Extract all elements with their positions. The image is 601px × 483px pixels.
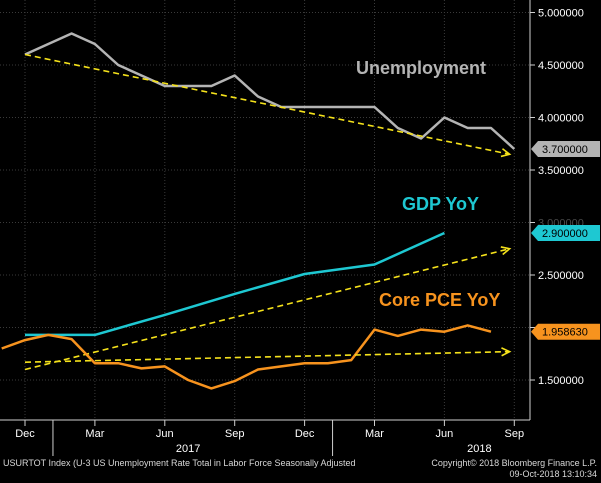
y-tick-label: 4.500000 bbox=[538, 60, 584, 72]
y-tick-label: 2.500000 bbox=[538, 270, 584, 282]
x-tick-label: Dec bbox=[15, 428, 35, 440]
core-pce-yoy-value-tag: 1.958630 bbox=[531, 323, 600, 340]
source-note: USURTOT Index (U-3 US Unemployment Rate … bbox=[3, 458, 356, 468]
x-tick-label: Jun bbox=[436, 428, 454, 440]
gdp-yoy-value-tag-text: 2.900000 bbox=[542, 228, 588, 240]
unemployment-value-tag-bg bbox=[531, 141, 600, 157]
gdp-yoy-line bbox=[25, 231, 445, 337]
timestamp-text: 09-Oct-2018 13:10:34 bbox=[509, 469, 597, 479]
y-tick-label: 3.500000 bbox=[538, 165, 584, 177]
unemployment-value-tag-text: 3.700000 bbox=[542, 144, 588, 156]
plot-area bbox=[0, 0, 530, 420]
x-tick-label: Mar bbox=[365, 428, 384, 440]
x-tick-label: Mar bbox=[85, 428, 104, 440]
x-tick-label: Sep bbox=[225, 428, 245, 440]
x-year-label: 2017 bbox=[176, 443, 200, 455]
unemployment-line bbox=[24, 32, 516, 150]
core-pce-yoy-trend-arrow bbox=[501, 347, 512, 357]
gdp-yoy-value-tag-bg bbox=[531, 225, 600, 241]
x-year-label: 2018 bbox=[467, 443, 491, 455]
y-tick-label: 1.500000 bbox=[538, 375, 584, 387]
core-pce-yoy-value-tag-text: 1.958630 bbox=[542, 327, 588, 339]
copyright-note: Copyright© 2018 Bloomberg Finance L.P. 0… bbox=[431, 458, 597, 480]
gdp-yoy-label: GDP YoY bbox=[402, 194, 479, 214]
core-pce-yoy-trendline bbox=[24, 350, 510, 363]
core-pce-yoy-line bbox=[1, 324, 492, 390]
x-tick-label: Jun bbox=[156, 428, 174, 440]
core-pce-yoy-label: Core PCE YoY bbox=[379, 290, 500, 310]
gdp-yoy-trend-arrow bbox=[500, 246, 512, 256]
gdp-yoy-trendline bbox=[24, 247, 510, 371]
unemployment-value-tag: 3.700000 bbox=[531, 141, 600, 157]
unemployment-trend-arrow bbox=[500, 148, 512, 158]
y-tick-label: 5.000000 bbox=[538, 8, 584, 20]
unemployment-trendline bbox=[24, 53, 510, 156]
core-pce-yoy-value-tag-bg bbox=[531, 323, 600, 340]
copyright-text: Copyright© 2018 Bloomberg Finance L.P. bbox=[431, 458, 597, 468]
x-tick-label: Dec bbox=[295, 428, 315, 440]
gdp-yoy-value-tag: 2.900000 bbox=[531, 225, 600, 241]
y-tick-label: 4.000000 bbox=[538, 113, 584, 125]
x-tick-label: Sep bbox=[505, 428, 525, 440]
unemployment-label: Unemployment bbox=[356, 58, 486, 78]
